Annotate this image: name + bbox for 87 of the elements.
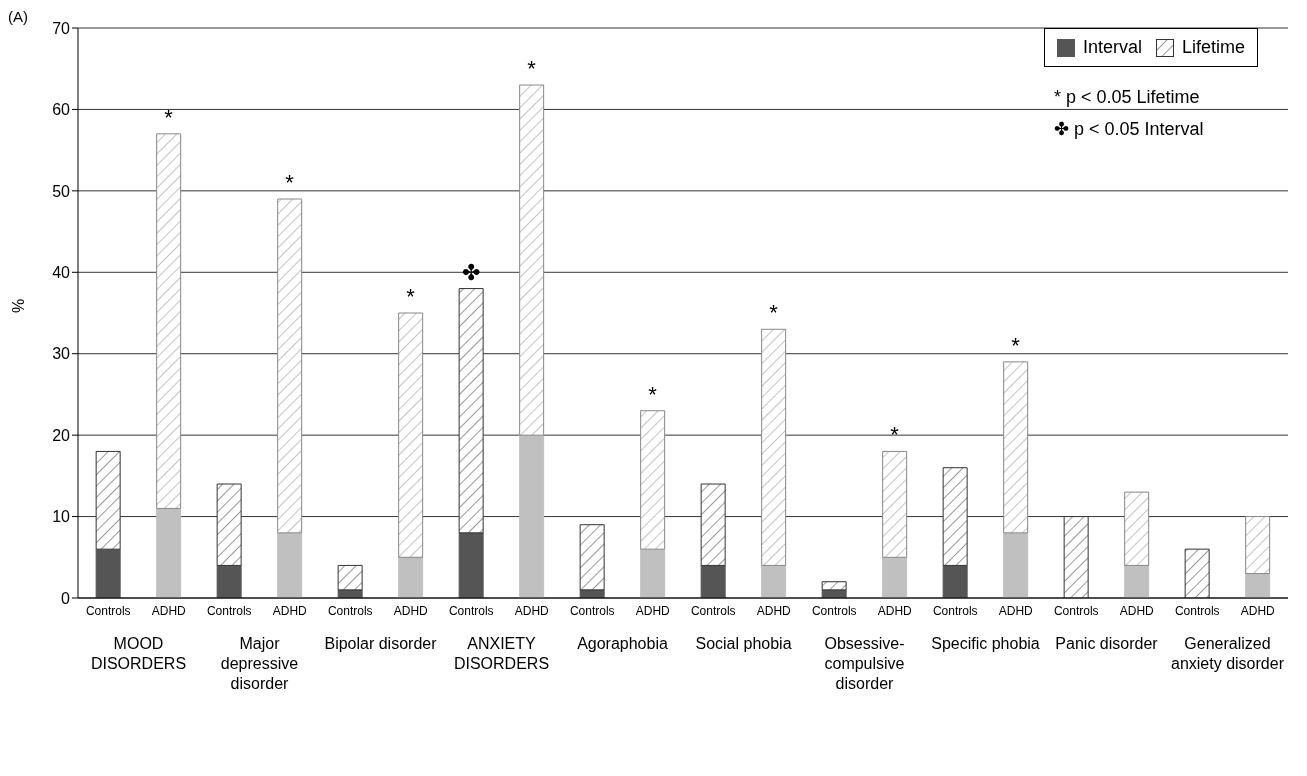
bar [95, 450, 121, 550]
text: Social phobia [694, 634, 793, 654]
legend-label: Lifetime [1180, 37, 1245, 58]
bar [1003, 532, 1029, 598]
annotation: ✤ p < 0.05 Interval [1053, 118, 1205, 141]
text: ANXIETY DISORDERS [452, 634, 551, 674]
bar [1245, 573, 1271, 598]
x-tick-label: ADHD [877, 603, 913, 618]
y-tick-label: 60 [52, 101, 71, 119]
y-tick-label: 40 [52, 263, 71, 281]
text: Obsessive-compulsive disorder [823, 634, 906, 694]
bar [458, 532, 484, 598]
x-tick-label: ADHD [272, 603, 308, 618]
y-tick-label: 30 [52, 345, 71, 363]
bar [882, 556, 908, 598]
bar [640, 410, 666, 550]
bar [519, 84, 545, 436]
legend-label: Interval [1081, 37, 1142, 58]
bar [337, 564, 363, 591]
text: Panic disorder [1054, 634, 1159, 654]
bar [216, 483, 242, 566]
text: Specific phobia [930, 634, 1041, 654]
data-label: * [890, 422, 900, 448]
y-tick-label: 20 [52, 426, 71, 444]
bar [458, 288, 484, 534]
x-tick-label: ADHD [998, 603, 1034, 618]
x-tick-label: Controls [569, 603, 615, 618]
bar [640, 548, 666, 598]
data-label: * [164, 104, 174, 130]
x-tick-label: Controls [327, 603, 373, 618]
x-tick-label: Controls [811, 603, 857, 618]
bar [1184, 548, 1210, 598]
bar [942, 467, 968, 566]
x-tick-label: Controls [85, 603, 131, 618]
y-tick-label: 50 [52, 182, 71, 200]
bar [700, 483, 726, 566]
bar [1245, 516, 1271, 575]
bar [821, 581, 847, 591]
bar [277, 198, 303, 534]
bar [156, 507, 182, 598]
y-axis-title: % [9, 298, 27, 313]
x-tick-label: ADHD [635, 603, 671, 618]
bar [519, 434, 545, 598]
x-tick-label: Controls [1053, 603, 1099, 618]
annotation: * p < 0.05 Lifetime [1053, 86, 1201, 109]
x-tick-label: Controls [932, 603, 978, 618]
data-label: * [648, 381, 658, 407]
y-tick-label: 0 [61, 589, 71, 607]
bar [95, 548, 121, 598]
y-tick-label: 10 [52, 508, 71, 526]
bar [942, 564, 968, 598]
x-tick-label: ADHD [393, 603, 429, 618]
bar [1124, 491, 1150, 566]
data-label: * [406, 284, 416, 309]
bar [216, 564, 242, 598]
y-tick-label: 70 [52, 19, 71, 37]
x-tick-label: ADHD [1240, 603, 1276, 618]
bar [156, 133, 182, 509]
x-tick-label: ADHD [756, 603, 792, 618]
bar [1124, 564, 1150, 598]
x-tick-label: ADHD [514, 603, 550, 618]
x-tick-label: Controls [690, 603, 736, 618]
x-tick-label: ADHD [151, 603, 187, 618]
bar [700, 564, 726, 598]
data-label: * [285, 170, 295, 195]
bar [761, 564, 787, 598]
text: Major depressive disorder [219, 634, 300, 694]
bar [761, 328, 787, 566]
bar [398, 312, 424, 558]
text: (A) [8, 8, 28, 25]
x-tick-label: Controls [448, 603, 494, 618]
text: MOOD DISORDERS [89, 634, 188, 674]
x-tick-label: Controls [1174, 603, 1220, 618]
x-tick-label: Controls [206, 603, 252, 618]
bar [579, 524, 605, 591]
bar [277, 532, 303, 598]
bar [1003, 361, 1029, 534]
text: Agoraphobia [576, 634, 669, 654]
text: Bipolar disorder [323, 634, 438, 654]
data-label: * [1011, 332, 1021, 358]
x-tick-label: ADHD [1119, 603, 1155, 618]
bar [398, 556, 424, 598]
data-label: * [527, 56, 537, 81]
bar [882, 450, 908, 558]
bar [1063, 516, 1089, 598]
text: Generalized anxiety disorder [1170, 634, 1285, 674]
data-label: * [769, 300, 779, 326]
